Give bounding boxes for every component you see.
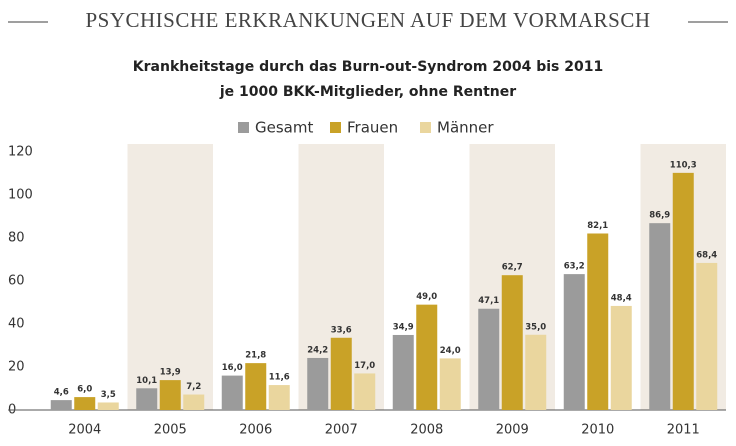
bar (649, 223, 671, 410)
legend-label: Gesamt (255, 119, 313, 137)
x-tick-label: 2006 (239, 423, 272, 438)
chart-subtitle: Krankheitstage durch das Burn-out-Syndro… (133, 59, 603, 75)
bar (478, 308, 500, 410)
bar (183, 394, 205, 410)
bar (525, 334, 547, 410)
value-label: 63,2 (564, 262, 585, 272)
x-tick-label: 2007 (325, 423, 358, 438)
y-tick-label: 120 (8, 145, 33, 160)
legend-swatch (330, 122, 341, 133)
y-tick-label: 20 (8, 360, 25, 375)
bar (245, 363, 267, 410)
value-label: 49,0 (416, 292, 437, 302)
value-label: 10,1 (136, 376, 157, 386)
value-label: 47,1 (478, 296, 499, 306)
bar (354, 373, 376, 410)
value-label: 34,9 (393, 322, 414, 332)
band-shade (127, 144, 213, 410)
value-label: 11,6 (269, 373, 290, 383)
legend-label: Frauen (347, 119, 398, 137)
value-label: 3,5 (101, 390, 116, 400)
x-tick-label: 2009 (496, 423, 529, 438)
x-tick-label: 2011 (667, 423, 700, 438)
value-label: 62,7 (502, 263, 523, 273)
x-tick-label: 2008 (410, 423, 443, 438)
bar (416, 304, 438, 410)
bar (501, 275, 523, 410)
bar (221, 375, 243, 410)
value-label: 16,0 (222, 363, 243, 373)
value-label: 35,0 (525, 322, 546, 332)
value-label: 68,4 (696, 250, 717, 260)
y-tick-label: 80 (8, 231, 25, 246)
legend-swatch (420, 122, 431, 133)
value-label: 110,3 (670, 160, 697, 170)
y-tick-label: 100 (8, 188, 33, 203)
bar (330, 337, 352, 410)
y-tick-label: 60 (8, 274, 25, 289)
bar (610, 305, 632, 410)
bar (563, 274, 585, 410)
bar (268, 385, 290, 410)
value-label: 7,2 (186, 382, 201, 392)
bar (159, 380, 181, 410)
bar (136, 388, 158, 410)
value-label: 86,9 (649, 211, 670, 221)
bar (439, 358, 461, 410)
bar (74, 397, 96, 410)
x-tick-label: 2005 (154, 423, 187, 438)
value-label: 33,6 (331, 325, 352, 335)
value-label: 24,0 (440, 346, 461, 356)
value-label: 13,9 (160, 368, 181, 378)
legend-label: Männer (437, 119, 494, 137)
bar (307, 357, 329, 410)
bar (392, 334, 414, 410)
bar (97, 402, 119, 410)
chart-title: PSYCHISCHE ERKRANKUNGEN AUF DEM VORMARSC… (85, 8, 650, 32)
chart-subtitle: je 1000 BKK-Mitglieder, ohne Rentner (219, 84, 516, 100)
x-tick-label: 2004 (68, 423, 101, 438)
value-label: 82,1 (587, 221, 608, 231)
value-label: 48,4 (611, 293, 632, 303)
bar (587, 233, 609, 410)
x-tick-label: 2010 (581, 423, 614, 438)
value-label: 21,8 (245, 351, 266, 361)
bar (50, 400, 72, 410)
value-label: 4,6 (54, 388, 69, 398)
value-label: 17,0 (354, 361, 375, 371)
value-label: 6,0 (77, 385, 92, 395)
bar (672, 172, 694, 410)
legend-swatch (238, 122, 249, 133)
value-label: 24,2 (307, 345, 328, 355)
bar (696, 262, 718, 410)
y-tick-label: 40 (8, 317, 25, 332)
